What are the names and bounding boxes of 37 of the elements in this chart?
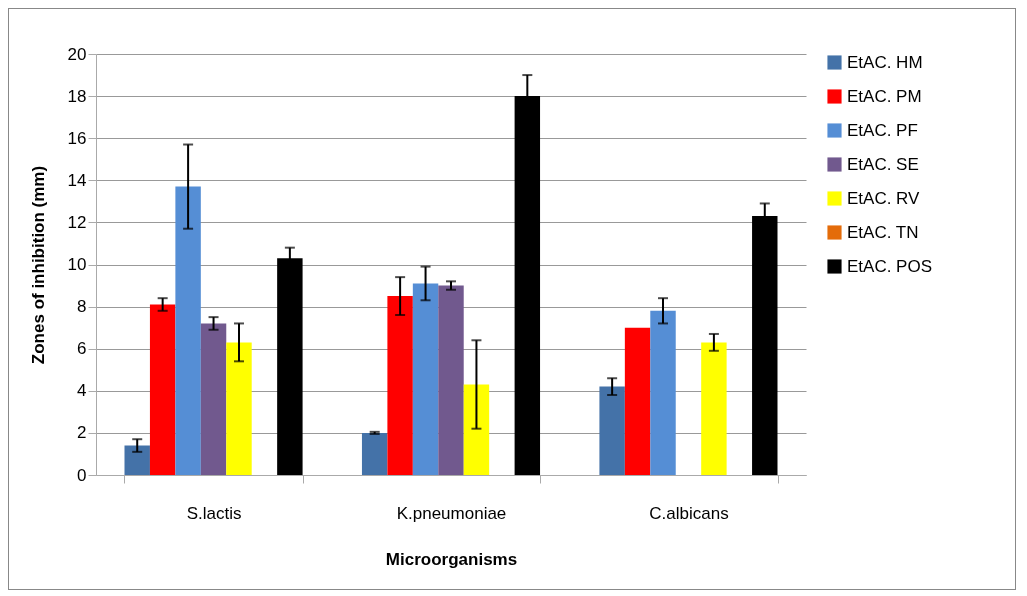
- x-tick-label: S.lactis: [186, 503, 242, 523]
- y-tick-label: 2: [77, 423, 87, 443]
- bar: [387, 296, 413, 475]
- y-tick-label: 4: [77, 381, 87, 401]
- y-axis-title: Zones of inhibition (mm): [28, 165, 48, 365]
- bar: [175, 186, 201, 475]
- bar: [599, 386, 625, 475]
- bar: [412, 283, 439, 475]
- bar: [624, 327, 651, 475]
- y-tick-label: 6: [77, 339, 87, 359]
- y-tick-label: 12: [67, 212, 87, 232]
- bar: [650, 310, 676, 475]
- bar: [438, 285, 464, 475]
- bar: [701, 342, 727, 475]
- legend-label: EtAC. PM: [847, 86, 922, 106]
- x-axis-title: Microorganisms: [385, 549, 518, 569]
- bar: [200, 323, 227, 475]
- y-tick-label: 18: [67, 86, 87, 106]
- legend-label: EtAC. POS: [847, 256, 933, 276]
- legend-label: EtAC. RV: [847, 188, 921, 208]
- y-tick-label: 14: [67, 170, 87, 190]
- y-tick-label: 20: [67, 44, 87, 64]
- x-tick-label: C.albicans: [649, 503, 729, 523]
- y-tick-label: 16: [67, 128, 87, 148]
- legend-label: EtAC. PF: [847, 120, 918, 140]
- x-tick-label: K.pneumoniae: [396, 503, 507, 523]
- bar: [124, 445, 150, 475]
- y-tick-label: 0: [77, 465, 87, 485]
- legend-label: EtAC. HM: [847, 52, 923, 72]
- legend-label: EtAC. TN: [847, 222, 919, 242]
- y-tick-label: 8: [77, 297, 87, 317]
- y-tick-label: 10: [67, 255, 87, 274]
- bar: [226, 342, 252, 475]
- bar: [361, 432, 388, 475]
- legend-label: EtAC. SE: [847, 154, 919, 174]
- bar: [463, 384, 490, 475]
- bar: [149, 304, 176, 475]
